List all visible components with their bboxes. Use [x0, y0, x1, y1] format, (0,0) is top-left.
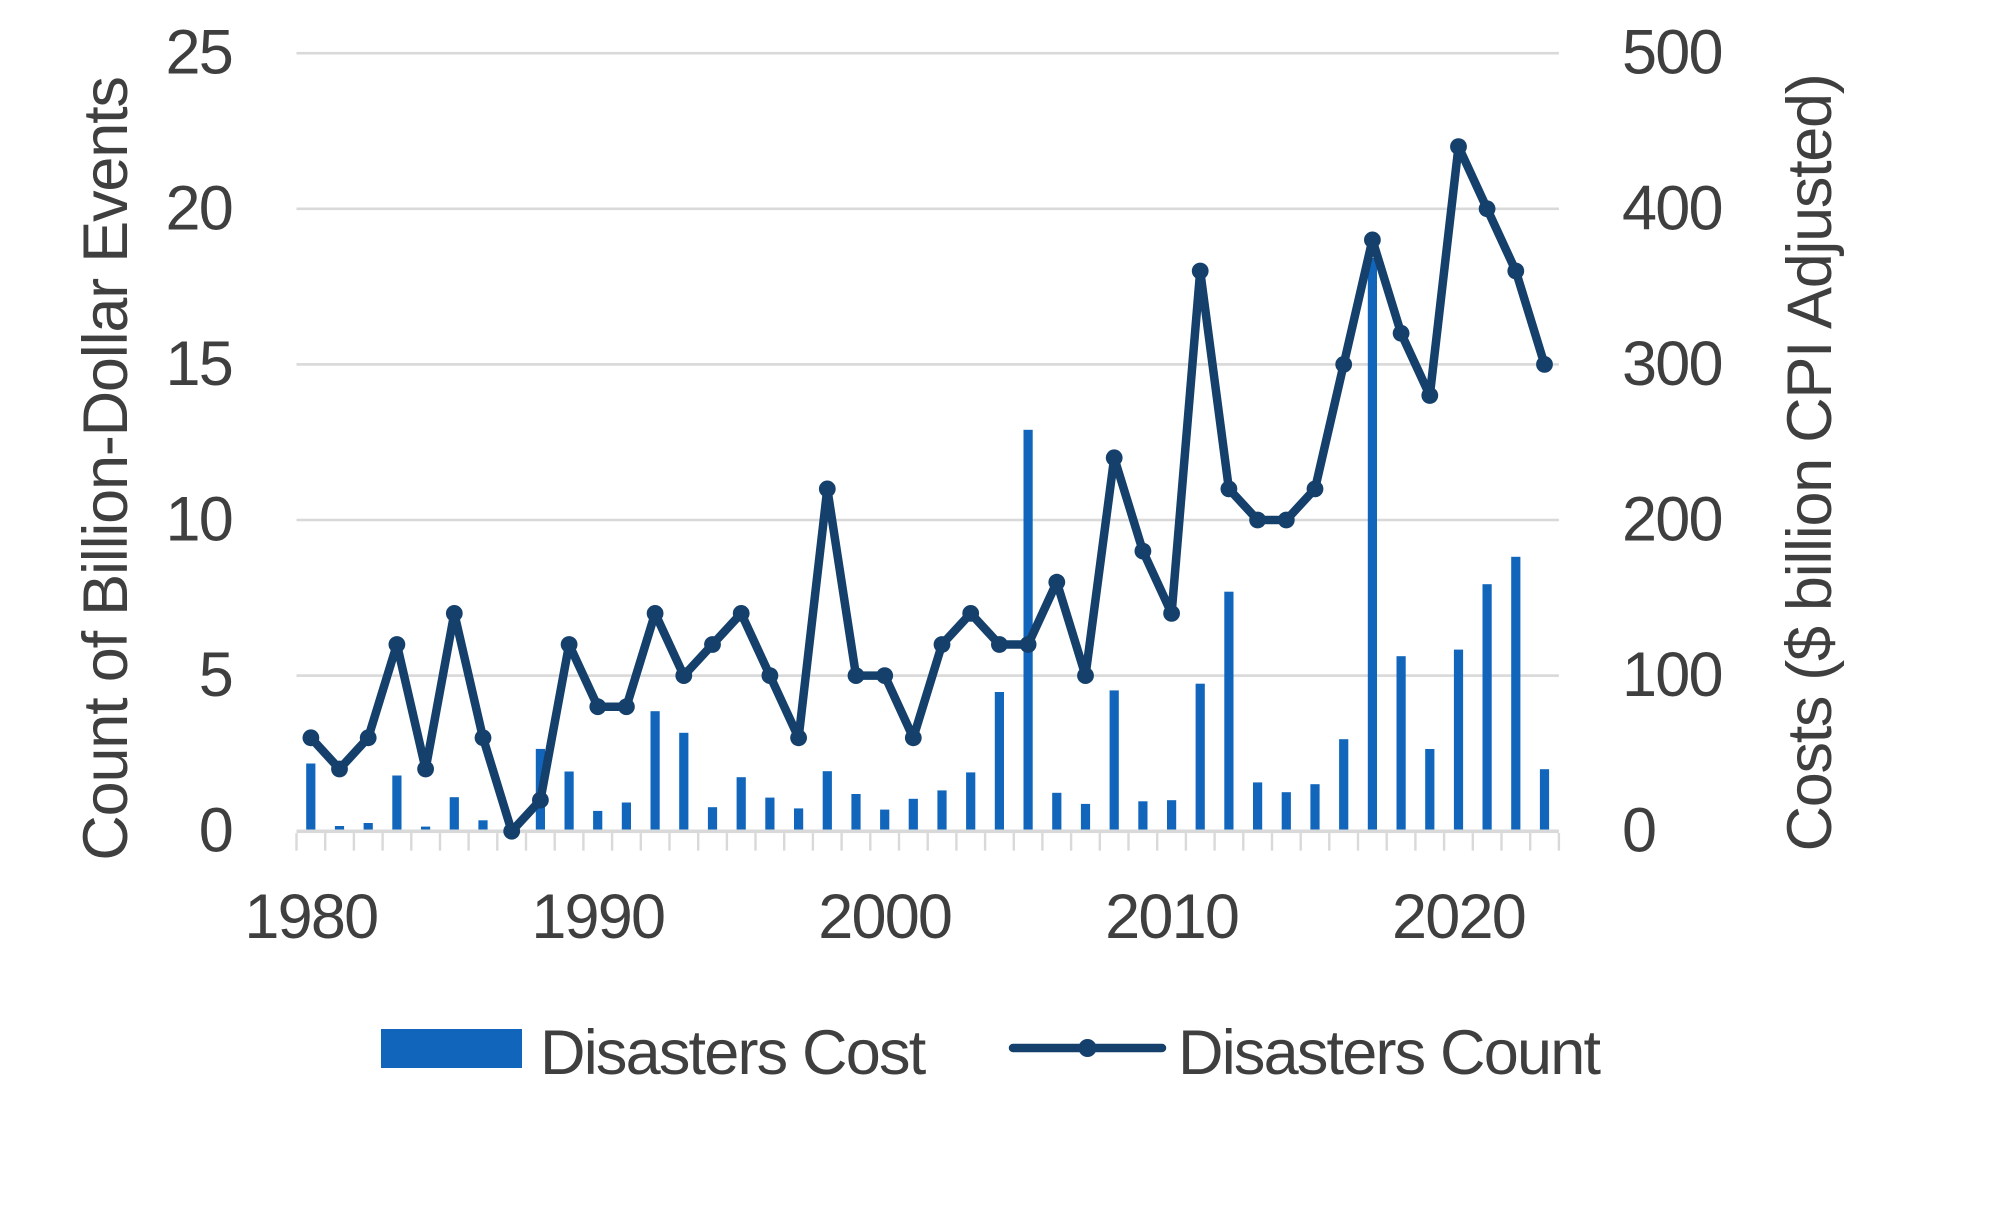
svg-text:2010: 2010	[1105, 882, 1238, 952]
svg-text:20: 20	[166, 173, 232, 243]
svg-text:Disasters Cost: Disasters Cost	[540, 1018, 927, 1088]
svg-text:1980: 1980	[244, 882, 377, 952]
svg-text:Disasters Count: Disasters Count	[1178, 1018, 1601, 1088]
svg-text:Costs ($ billion CPI Adjusted): Costs ($ billion CPI Adjusted)	[1775, 75, 1845, 852]
svg-text:0: 0	[199, 796, 232, 866]
svg-text:100: 100	[1622, 640, 1722, 710]
svg-text:500: 500	[1622, 18, 1722, 88]
svg-text:15: 15	[166, 329, 232, 399]
svg-text:25: 25	[166, 18, 232, 88]
svg-text:200: 200	[1622, 484, 1722, 554]
svg-text:2020: 2020	[1392, 882, 1525, 952]
svg-text:400: 400	[1622, 173, 1722, 243]
svg-text:300: 300	[1622, 329, 1722, 399]
svg-text:1990: 1990	[531, 882, 664, 952]
svg-text:Count of Billion-Dollar Events: Count of Billion-Dollar Events	[71, 77, 141, 860]
svg-text:5: 5	[199, 640, 232, 710]
svg-text:0: 0	[1622, 796, 1655, 866]
svg-text:10: 10	[166, 484, 232, 554]
svg-text:2000: 2000	[818, 882, 951, 952]
